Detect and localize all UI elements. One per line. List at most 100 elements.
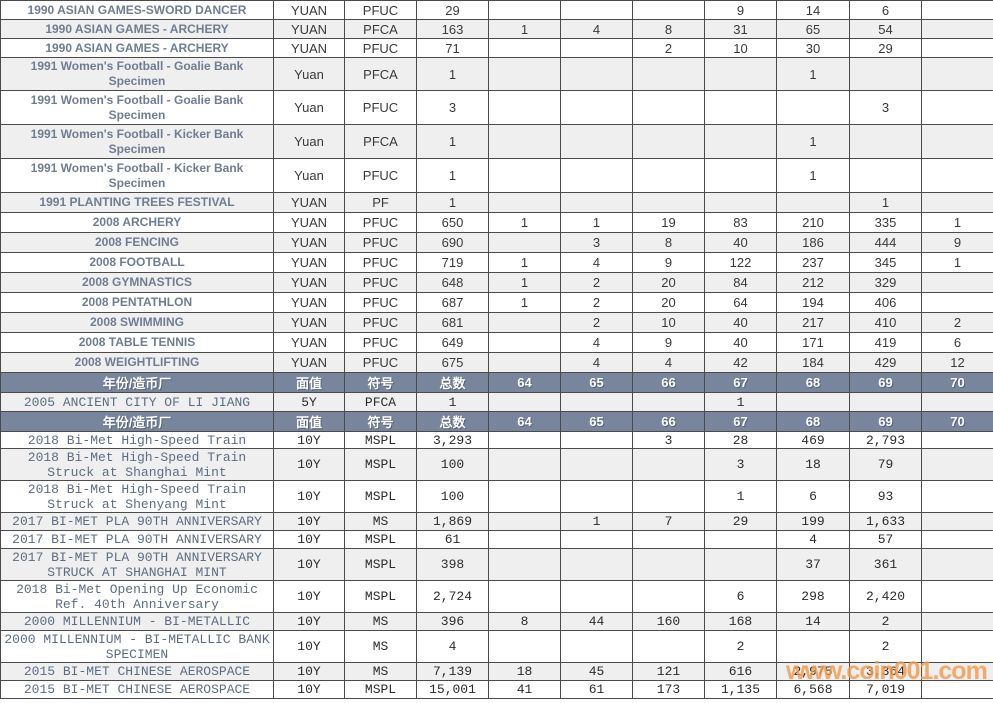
- grade-69-cell: 3,364: [849, 662, 922, 681]
- grade-69-cell: 29: [849, 38, 922, 58]
- total-cell: 1: [416, 124, 489, 159]
- grade-70-cell: 9: [921, 232, 993, 253]
- total-cell: 7,139: [416, 662, 489, 681]
- table-row: 2008 TABLE TENNIS YUAN PFUC 649 4 9 40 171 419 6: [0, 332, 993, 353]
- grade-70-cell: [921, 680, 993, 699]
- grade-67-cell: 84: [704, 272, 777, 293]
- description-cell: 2018 Bi-Met Opening Up Economic Ref. 40t…: [0, 580, 274, 613]
- description-cell: 2005 ANCIENT CITY OF LI JIANG: [0, 392, 274, 412]
- description-cell: 2008 FOOTBALL: [0, 252, 274, 273]
- grade-64-cell: [488, 0, 561, 20]
- grade-64-cell: 1: [488, 252, 561, 273]
- symbol-cell: PFCA: [344, 57, 417, 91]
- grade-66-cell: 19: [632, 212, 705, 233]
- description-cell: 2015 BI-MET CHINESE AEROSPACE: [0, 662, 274, 681]
- grade-67-cell: 9: [704, 0, 777, 20]
- grade-70-cell: [921, 392, 993, 412]
- grade-64-cell: [488, 192, 561, 213]
- grade-68-cell: 37: [776, 548, 850, 581]
- grade-66-cell: [632, 530, 705, 549]
- denomination-cell: 10Y: [273, 612, 345, 631]
- grade-65-cell: [560, 480, 633, 513]
- description-cell: 1991 Women's Football - Goalie Bank Spec…: [0, 57, 274, 91]
- total-cell: 1: [416, 57, 489, 91]
- table-row: 2008 ARCHERY YUAN PFUC 650 1 1 19 83 210 335 1: [0, 212, 993, 233]
- denomination-cell: 10Y: [273, 580, 345, 613]
- header-total-cell: 总数: [416, 372, 489, 393]
- grade-65-cell: [560, 124, 633, 159]
- header-symbol-cell: 符号: [344, 411, 417, 432]
- grade-65-cell: 61: [560, 680, 633, 699]
- grade-65-cell: [560, 158, 633, 193]
- denomination-cell: 10Y: [273, 448, 345, 481]
- header-grade-67-cell: 67: [704, 372, 777, 393]
- grade-68-cell: 184: [776, 352, 850, 373]
- description-cell: 2008 PENTATHLON: [0, 292, 274, 313]
- grade-70-cell: 1: [921, 212, 993, 233]
- header-total-cell: 总数: [416, 411, 489, 432]
- grade-69-cell: 54: [849, 19, 922, 39]
- denomination-cell: YUAN: [273, 212, 345, 233]
- total-cell: 1: [416, 158, 489, 193]
- grade-67-cell: 29: [704, 512, 777, 531]
- grade-66-cell: [632, 90, 705, 125]
- total-cell: 1,869: [416, 512, 489, 531]
- table-row: 2008 FOOTBALL YUAN PFUC 719 1 4 9 122 237 345 1: [0, 252, 993, 273]
- table-row: 2017 BI-MET PLA 90TH ANNIVERSARY 10Y MSPL 6…: [0, 530, 993, 549]
- grade-67-cell: 168: [704, 612, 777, 631]
- header-grade-69-cell: 69: [849, 411, 922, 432]
- grade-64-cell: [488, 580, 561, 613]
- grade-67-cell: 3: [704, 448, 777, 481]
- grade-70-cell: 12: [921, 352, 993, 373]
- grade-70-cell: [921, 662, 993, 681]
- description-cell: 1991 Women's Football - Kicker Bank Spec…: [0, 158, 274, 193]
- description-cell: 2008 FENCING: [0, 232, 274, 253]
- symbol-cell: MS: [344, 630, 417, 663]
- denomination-cell: 10Y: [273, 680, 345, 699]
- grade-68-cell: 194: [776, 292, 850, 313]
- grade-67-cell: 1: [704, 480, 777, 513]
- table-row: 1991 Women's Football - Goalie Bank Spec…: [0, 57, 993, 91]
- grade-69-cell: 361: [849, 548, 922, 581]
- description-cell: 2018 Bi-Met High-Speed Train Struck at S…: [0, 480, 274, 513]
- table-row: 2015 BI-MET CHINESE AEROSPACE 10Y MS 7,139 1…: [0, 662, 993, 681]
- grade-69-cell: 93: [849, 480, 922, 513]
- grade-65-cell: [560, 580, 633, 613]
- grade-68-cell: 4: [776, 530, 850, 549]
- denomination-cell: YUAN: [273, 312, 345, 333]
- table-row: 1991 PLANTING TREES FESTIVAL YUAN PF 1 1: [0, 192, 993, 213]
- symbol-cell: PFCA: [344, 392, 417, 412]
- grade-67-cell: 122: [704, 252, 777, 273]
- grade-64-cell: 1: [488, 292, 561, 313]
- total-cell: 2,724: [416, 580, 489, 613]
- table-row: 2018 Bi-Met Opening Up Economic Ref. 40t…: [0, 580, 993, 613]
- symbol-cell: PFUC: [344, 158, 417, 193]
- grade-68-cell: 469: [776, 431, 850, 449]
- grade-69-cell: [849, 57, 922, 91]
- description-cell: 2008 GYMNASTICS: [0, 272, 274, 293]
- grade-64-cell: 1: [488, 272, 561, 293]
- grade-65-cell: [560, 192, 633, 213]
- grade-68-cell: 18: [776, 448, 850, 481]
- table-row: 2017 BI-MET PLA 90TH ANNIVERSARY STRUCK …: [0, 548, 993, 581]
- grade-66-cell: [632, 57, 705, 91]
- grade-70-cell: [921, 612, 993, 631]
- table-row: 1990 ASIAN GAMES - ARCHERY YUAN PFUC 71 2 10 3…: [0, 38, 993, 58]
- grade-64-cell: 8: [488, 612, 561, 631]
- grade-65-cell: [560, 90, 633, 125]
- grade-69-cell: [849, 392, 922, 412]
- grade-67-cell: 616: [704, 662, 777, 681]
- grade-66-cell: 9: [632, 252, 705, 273]
- grade-64-cell: [488, 630, 561, 663]
- grade-67-cell: 83: [704, 212, 777, 233]
- grade-64-cell: [488, 312, 561, 333]
- grade-64-cell: 41: [488, 680, 561, 699]
- grade-66-cell: [632, 192, 705, 213]
- grade-66-cell: 20: [632, 272, 705, 293]
- grade-68-cell: 237: [776, 252, 850, 273]
- grade-70-cell: [921, 431, 993, 449]
- description-cell: 1990 ASIAN GAMES - ARCHERY: [0, 38, 274, 58]
- description-cell: 2015 BI-MET CHINESE AEROSPACE: [0, 680, 274, 699]
- grade-67-cell: 1,135: [704, 680, 777, 699]
